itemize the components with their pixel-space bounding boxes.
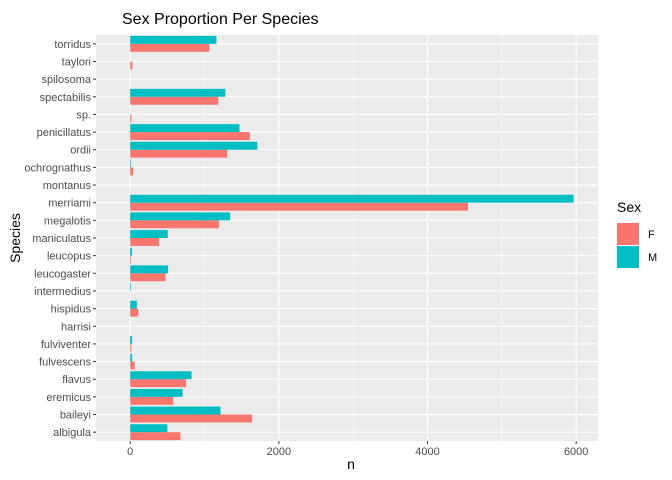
y-tick-label: spectabilis [40,92,92,104]
x-axis-title: n [347,456,355,472]
bar-M-ochrognathus [130,159,131,168]
y-tick-label: penicillatus [37,127,92,139]
bar-F-maniculatus [130,238,160,246]
bar-M-merriami [130,194,574,203]
x-axis: 0 2000 4000 6000 [127,441,588,458]
legend-key-M [617,246,639,268]
y-tick-label: intermedius [34,286,91,298]
bar-F-spectabilis [130,96,219,105]
bar-F-torridus [130,43,210,52]
legend: Sex FM [617,199,657,268]
bar-M-albigula [130,424,168,433]
bar-F-flavus [130,379,186,388]
bar-M-flavus [130,371,192,380]
bar-M-fulviventer [130,335,133,344]
bar-M-spectabilis [130,88,226,97]
y-tick-label: montanus [43,180,92,192]
legend-label-M: M [648,252,657,264]
y-tick-label: sp. [76,109,91,121]
y-tick-label: taylori [62,56,91,68]
bar-F-sp. [130,114,132,123]
y-tick-label: fulviventer [41,339,91,351]
y-tick-label: maniculatus [32,233,91,245]
legend-label-F: F [648,229,655,241]
bar-M-leucogaster [130,265,169,274]
bar-M-baileyi [130,406,221,415]
bar-F-ordii [130,149,228,158]
bar-F-eremicus [130,396,174,405]
bar-M-hispidus [130,300,137,309]
x-tick-label: 2000 [267,446,291,458]
chart-title: Sex Proportion Per Species [122,11,319,28]
y-tick-label: leucopus [47,251,92,263]
y-tick-label: ochrognathus [24,162,91,174]
y-axis-title: Species [7,213,23,263]
bar-M-megalotis [130,212,231,221]
bar-M-eremicus [130,388,183,397]
bar-F-hispidus [130,308,139,317]
bar-F-megalotis [130,220,220,229]
bars [130,35,574,441]
bar-F-leucopus [130,255,131,264]
y-tick-label: albigula [53,427,92,439]
bar-M-ordii [130,141,258,150]
y-axis: albigula baileyi eremicus flavus fulvescens f… [24,39,96,439]
y-tick-label: hispidus [51,304,92,316]
bar-M-leucopus [130,247,133,256]
bar-F-fulvescens [130,361,135,370]
bar-F-taylori [130,61,133,70]
legend-title: Sex [617,199,641,215]
y-tick-label: baileyi [60,410,91,422]
y-tick-label: torridus [54,39,91,51]
y-tick-label: flavus [62,374,91,386]
legend-key-F [617,223,639,245]
x-tick-label: 6000 [564,446,588,458]
bar-M-intermedius [130,283,131,291]
y-tick-label: fulvescens [39,357,91,369]
bar-F-ochrognathus [130,167,134,176]
bar-F-fulviventer [130,343,132,352]
y-tick-label: ordii [70,145,91,157]
bar-F-leucogaster [130,273,166,282]
y-tick-label: eremicus [46,392,91,404]
y-tick-label: merriami [48,198,91,210]
x-tick-label: 0 [127,446,133,458]
x-tick-label: 4000 [415,446,439,458]
bar-F-penicillatus [130,132,250,141]
bar-F-baileyi [130,414,253,423]
bar-M-torridus [130,35,217,44]
bar-M-penicillatus [130,124,240,133]
bar-F-merriami [130,202,469,211]
bar-F-albigula [130,432,181,441]
y-tick-label: megalotis [44,215,92,227]
bar-M-fulvescens [130,353,133,362]
bar-M-maniculatus [130,230,168,238]
y-tick-label: leucogaster [34,268,91,280]
y-tick-label: spilosoma [41,74,91,86]
y-tick-label: harrisi [61,321,91,333]
